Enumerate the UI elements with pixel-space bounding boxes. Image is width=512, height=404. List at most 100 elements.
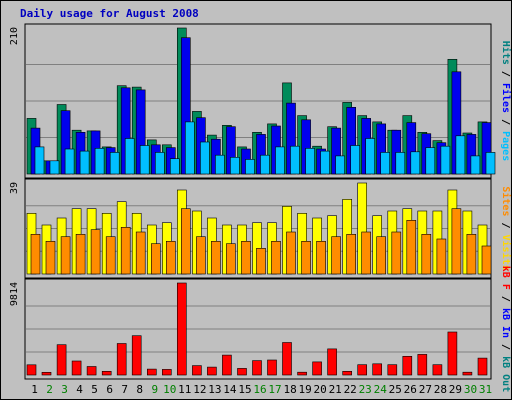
day-label: 25 [389, 383, 402, 396]
bar [177, 282, 187, 376]
day-label: 8 [136, 383, 143, 396]
series-sites [30, 208, 492, 275]
bar [245, 159, 255, 175]
bar [109, 152, 120, 175]
series-pages [34, 121, 496, 175]
legend-label-part: kB In [500, 308, 511, 338]
bar [86, 366, 97, 376]
bar [342, 370, 353, 376]
legend-label-part: Files [500, 83, 512, 113]
day-label: 28 [434, 383, 447, 396]
day-label: 29 [449, 383, 462, 396]
day-label: 2 [46, 383, 53, 396]
bar [41, 371, 52, 376]
bar [131, 335, 142, 376]
bar [331, 236, 341, 275]
bar [120, 227, 131, 275]
panel-max-label: 39 [9, 182, 20, 194]
bar [64, 148, 75, 175]
bar [34, 146, 45, 175]
bar [185, 121, 195, 175]
bar [477, 357, 488, 376]
legend-label-part: Visits [500, 235, 512, 271]
bar [196, 236, 206, 275]
bar [230, 157, 240, 175]
day-label: 1 [31, 383, 38, 396]
day-label: 24 [374, 383, 388, 396]
bar [350, 145, 361, 175]
bar [380, 152, 391, 175]
bar [49, 160, 60, 175]
bar [211, 241, 221, 275]
bar [90, 229, 101, 275]
legend-label-part: / [500, 290, 511, 308]
panel-hits-files-pages: 210 Hits / Files / Pages [9, 23, 512, 179]
day-label: 11 [178, 383, 191, 396]
bar [139, 145, 150, 175]
bar [455, 135, 466, 175]
day-label: 16 [253, 383, 266, 396]
day-label: 26 [404, 383, 417, 396]
day-label: 7 [121, 383, 128, 396]
bar [192, 365, 202, 376]
bar [71, 360, 82, 376]
bar [395, 152, 406, 175]
bar [155, 152, 165, 175]
bar [207, 366, 217, 376]
day-label: 20 [313, 383, 326, 396]
bar [312, 361, 322, 376]
bar [286, 231, 296, 275]
day-label: 27 [419, 383, 432, 396]
chart-title: Daily usage for August 2008 [20, 7, 199, 20]
day-label: 21 [329, 383, 342, 396]
bar [361, 231, 372, 275]
bar [327, 348, 337, 376]
day-label: 6 [106, 383, 113, 396]
bar [357, 364, 368, 376]
bar [481, 245, 492, 275]
legend-label-part: / [500, 65, 511, 83]
legend-label-part: Sites [500, 186, 512, 216]
bar [410, 151, 421, 175]
bar [151, 243, 161, 275]
bar [75, 234, 86, 275]
bar [166, 241, 176, 275]
bar [222, 354, 232, 376]
legend-label-part: / [500, 216, 511, 234]
bar [365, 138, 376, 175]
bar [116, 343, 127, 376]
bar [391, 231, 402, 275]
bar [346, 234, 357, 275]
bar [60, 236, 71, 275]
panel-legend-label: kB F / kB In / kB Out [500, 266, 511, 392]
bar [451, 208, 462, 275]
bar [297, 371, 307, 376]
bar [252, 360, 262, 376]
day-label: 23 [359, 383, 372, 396]
bar [241, 241, 251, 275]
bar [421, 234, 432, 275]
legend-label-part: Pages [500, 131, 511, 161]
day-label: 5 [91, 383, 98, 396]
bar [124, 138, 135, 175]
day-label: 13 [208, 383, 221, 396]
bar [466, 234, 477, 275]
bar [226, 243, 236, 275]
panel-max-label: 9814 [9, 282, 20, 306]
bar [170, 158, 180, 175]
day-labels: 1 2 3 4 5 6 7 8 9 10 11 12 13 14 15 16 17 18 19 20 21 22 23 24 2… [31, 383, 492, 396]
bar [425, 147, 436, 175]
bar [305, 148, 315, 175]
bar [94, 148, 105, 175]
day-label: 19 [298, 383, 311, 396]
bar [447, 331, 458, 376]
legend-label-part: / [500, 113, 511, 131]
panel-kb-in-out: 9814 kB F / kB In / kB Out [9, 266, 511, 392]
day-label: 12 [193, 383, 206, 396]
legend-label-part: Hits [500, 41, 512, 65]
bar [436, 238, 447, 275]
bar [372, 363, 383, 376]
series-kb-f [26, 282, 488, 376]
bar [79, 150, 90, 175]
